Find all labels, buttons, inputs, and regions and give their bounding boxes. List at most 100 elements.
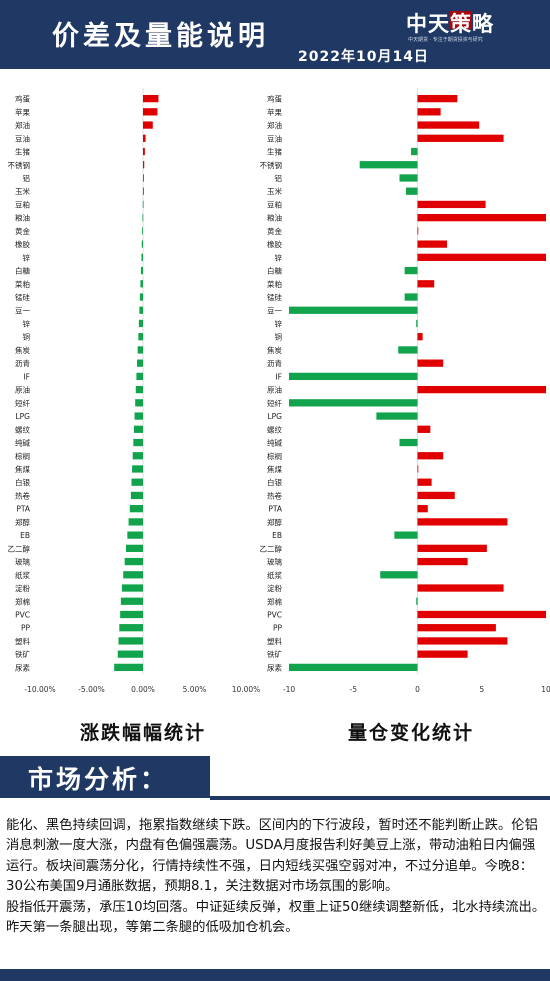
chart-bar	[143, 187, 144, 195]
chart-bar	[398, 346, 418, 354]
category-label: PTA	[16, 505, 31, 514]
chart-bar	[417, 108, 441, 116]
category-label: 纯碱	[15, 438, 30, 448]
category-label: 焦炭	[15, 345, 30, 355]
chart-bar	[143, 121, 153, 129]
market-analysis: 能化、黑色持续回调，拖累指数继续下跌。区间内的下行波段，暂时还不能判断止跌。伦铝…	[6, 816, 546, 938]
chart-bar	[120, 610, 143, 619]
category-label: LPG	[267, 412, 282, 421]
chart-bar	[124, 557, 143, 566]
chart-bar	[289, 663, 418, 672]
chart-bar	[399, 438, 418, 447]
category-label: 橡胶	[267, 239, 282, 249]
category-label: 塑料	[15, 636, 30, 646]
chart-bar	[135, 385, 143, 394]
chart-bar	[139, 293, 143, 301]
category-label: 热卷	[15, 490, 30, 500]
chart-bar	[134, 412, 143, 420]
category-label: 铝	[275, 173, 283, 183]
header: 价差及量能说明 2022年10月14日 中天策略 中天期货 · 专注于期货投资与…	[0, 0, 550, 74]
chart-bar	[289, 306, 418, 314]
category-label: 纸浆	[15, 570, 30, 580]
category-label: 尿素	[267, 662, 282, 672]
chart-bar	[417, 637, 508, 645]
chart-bar	[417, 227, 419, 235]
category-label: 玉米	[267, 186, 282, 196]
chart-bar	[133, 425, 143, 433]
category-label: 棕榈	[267, 451, 282, 461]
chart-bar	[417, 584, 504, 592]
category-label: 白银	[267, 477, 282, 487]
category-label: 锌	[23, 318, 31, 328]
chart-bar	[417, 557, 468, 566]
chart-bar	[404, 293, 418, 301]
category-label: 苹果	[267, 107, 282, 117]
chart-bar	[289, 399, 418, 407]
chart-bar	[133, 438, 143, 447]
category-label: 热卷	[267, 490, 282, 500]
category-label: 玉米	[15, 186, 30, 196]
category-label: 粮油	[15, 213, 30, 223]
chart-bar	[416, 319, 418, 328]
chart-bar	[417, 650, 468, 658]
category-label: 铜	[275, 332, 283, 342]
tick-label: 0	[415, 685, 420, 694]
chart-bar	[131, 478, 143, 486]
chart-bar	[417, 253, 546, 261]
chart-bar	[143, 161, 145, 169]
chart-bar	[417, 610, 546, 619]
category-label: 粮油	[267, 213, 282, 223]
category-label: 乙二醇	[260, 543, 283, 553]
category-label: 白糖	[15, 266, 30, 276]
category-label: 郑油	[15, 120, 30, 130]
chart-bar	[404, 266, 418, 275]
chart-bar	[376, 412, 418, 420]
category-label: 菜粕	[15, 279, 30, 289]
chart-bar	[132, 452, 143, 460]
chart-bar	[417, 121, 480, 129]
tick-label: -10	[283, 685, 295, 694]
category-label: LPG	[15, 412, 30, 421]
category-label: 铝	[23, 173, 31, 183]
page-title: 价差及量能说明	[52, 21, 269, 52]
tick-label: 5	[479, 685, 484, 694]
chart-bar	[114, 663, 143, 672]
chart-bar	[417, 94, 458, 103]
category-label: 鸡蛋	[267, 94, 282, 104]
chart-bar	[139, 306, 143, 314]
category-label: 豆油	[15, 133, 30, 143]
category-label: 焦煤	[267, 464, 282, 474]
category-label: 苹果	[15, 107, 30, 117]
category-label: 螺纹	[267, 424, 282, 434]
category-label: 锌	[275, 252, 283, 262]
chart-bar	[416, 597, 418, 605]
left-chart-caption: 涨跌幅幅统计	[80, 722, 207, 744]
category-label: PP	[273, 624, 283, 633]
chart-bar	[143, 174, 144, 182]
report-date: 2022年10月14日	[298, 49, 429, 65]
chart-bar	[141, 240, 143, 248]
chart-bar	[417, 333, 423, 341]
category-label: 原油	[15, 385, 30, 395]
category-label: 豆粕	[267, 199, 282, 209]
category-label: 白银	[15, 477, 30, 487]
chart-bar	[399, 174, 418, 182]
category-label: 黄金	[15, 226, 30, 236]
section-title: 市场分析：	[28, 765, 169, 794]
category-label: 郑棉	[267, 596, 282, 606]
logo-subtext: 中天期货 · 专注于期货投资与研究	[408, 37, 483, 43]
tick-label: 10.00%	[232, 685, 261, 694]
chart-bar	[417, 518, 508, 526]
chart-bar	[142, 227, 143, 235]
category-label: PTA	[268, 505, 283, 514]
tick-label: -5	[350, 685, 358, 694]
category-label: 豆一	[267, 306, 282, 315]
chart-bar	[359, 161, 418, 169]
chart-bar	[417, 200, 486, 209]
chart-bar	[417, 134, 504, 142]
logo-mark-icon	[450, 11, 472, 29]
chart-bar	[143, 108, 158, 116]
category-label: 橡胶	[15, 239, 30, 249]
category-label: 鸡蛋	[15, 94, 30, 104]
chart-bar	[128, 518, 143, 526]
